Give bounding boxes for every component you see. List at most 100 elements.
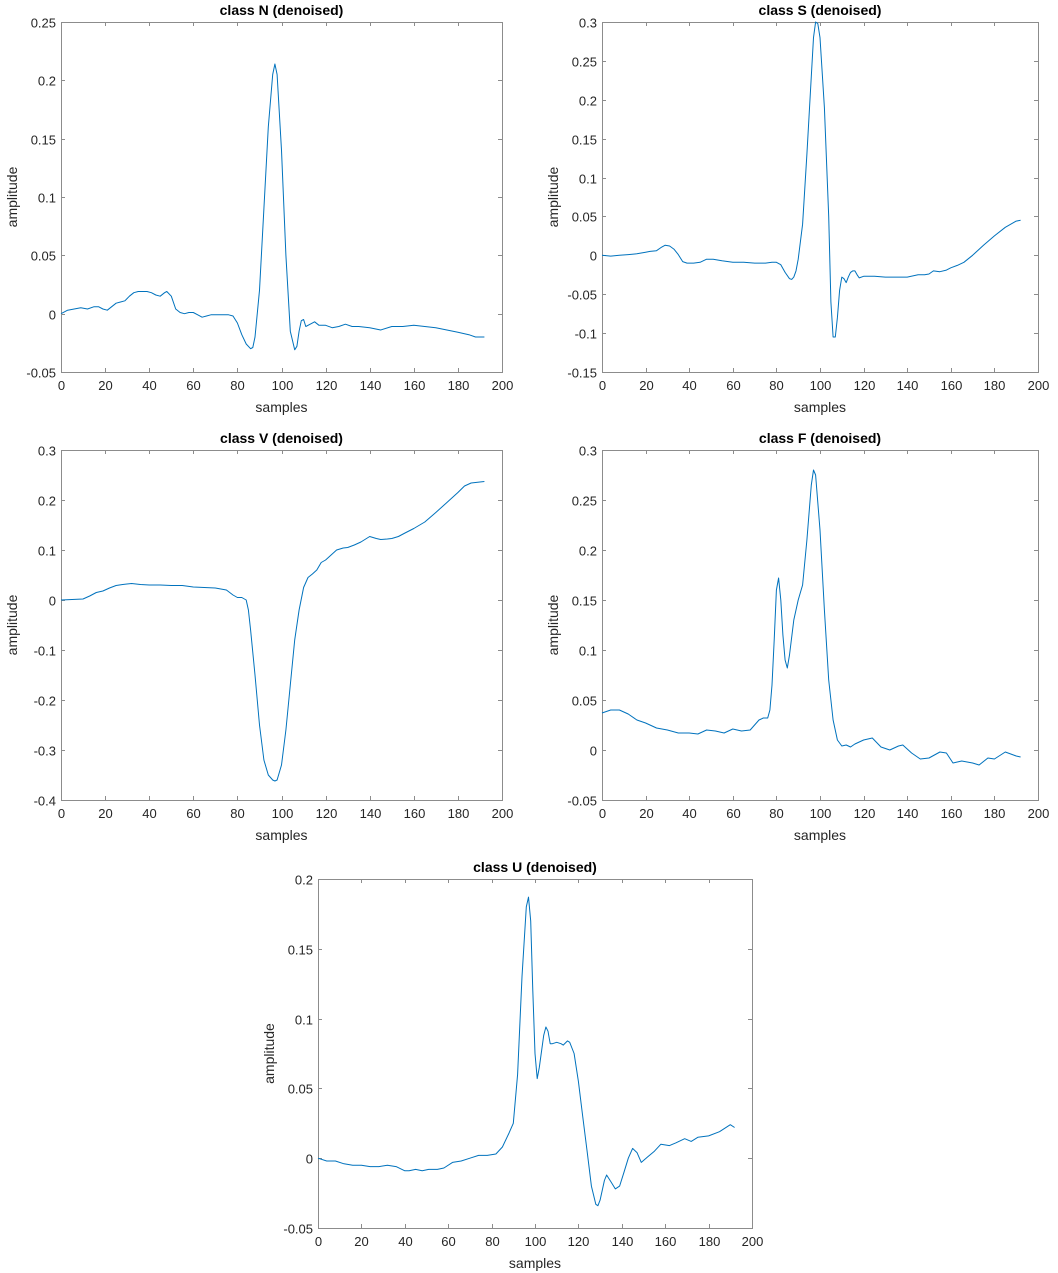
y-tick-label: 0.15 <box>572 594 597 609</box>
x-tick-label: 200 <box>1028 378 1050 393</box>
x-axis-label: samples <box>255 827 307 843</box>
axes-box <box>318 879 753 1229</box>
y-axis-label: amplitude <box>4 594 20 655</box>
y-tick-label: 0.25 <box>572 55 597 70</box>
x-tick-label: 80 <box>230 806 244 821</box>
x-tick-label: 200 <box>492 378 514 393</box>
x-axis-ticks: 0 20 40 60 80 100 120 140 160 180 200 <box>599 450 1049 821</box>
x-tick-label: 160 <box>404 378 426 393</box>
y-tick-label: -0.05 <box>26 366 56 381</box>
y-tick-label: 0.05 <box>31 249 56 264</box>
y-tick-label: 0.2 <box>38 74 56 89</box>
x-tick-label: 180 <box>699 1234 721 1249</box>
x-tick-label: 0 <box>599 806 606 821</box>
x-tick-label: 120 <box>568 1234 590 1249</box>
x-tick-label: 160 <box>655 1234 677 1249</box>
y-axis-label: amplitude <box>545 594 561 655</box>
y-tick-label: 0.1 <box>579 644 597 659</box>
axes-box <box>602 450 1039 801</box>
y-tick-label: -0.3 <box>34 744 56 759</box>
chart-title: class N (denoised) <box>220 2 344 18</box>
x-tick-label: 40 <box>682 806 696 821</box>
axes-box <box>602 22 1039 373</box>
x-tick-label: 160 <box>404 806 426 821</box>
y-tick-label: 0.2 <box>295 873 313 888</box>
x-tick-label: 180 <box>984 378 1006 393</box>
x-tick-label: 80 <box>769 806 783 821</box>
x-axis-label: samples <box>794 399 846 415</box>
y-tick-label: 0.2 <box>38 494 56 509</box>
y-tick-label: 0 <box>49 594 56 609</box>
x-tick-label: 140 <box>612 1234 634 1249</box>
y-tick-label: 0.3 <box>38 444 56 459</box>
x-tick-label: 0 <box>58 806 65 821</box>
x-tick-label: 140 <box>897 806 919 821</box>
x-axis-ticks: 0 20 40 60 80 100 120 140 160 180 200 <box>315 879 763 1249</box>
x-tick-label: 200 <box>1028 806 1050 821</box>
chart-title: class U (denoised) <box>473 859 597 875</box>
x-tick-label: 60 <box>186 806 200 821</box>
chart-title: class V (denoised) <box>220 430 343 446</box>
y-axis-ticks: -0.4 -0.3 -0.2 -0.1 0 0.1 0.2 0.3 <box>34 444 502 809</box>
x-axis-ticks: 0 20 40 60 80 100 120 140 160 180 200 <box>599 22 1049 393</box>
x-tick-label: 120 <box>854 378 876 393</box>
x-axis-label: samples <box>509 1255 561 1271</box>
y-tick-label: -0.05 <box>567 288 597 303</box>
y-axis-label: amplitude <box>4 166 20 227</box>
y-tick-label: 0.1 <box>579 172 597 187</box>
y-tick-label: -0.05 <box>567 794 597 809</box>
axes-box <box>61 22 503 373</box>
x-tick-label: 60 <box>726 806 740 821</box>
x-axis-ticks: 0 20 40 60 80 100 120 140 160 180 200 <box>58 22 513 393</box>
x-tick-label: 60 <box>186 378 200 393</box>
y-tick-label: 0 <box>590 744 597 759</box>
x-tick-label: 80 <box>230 378 244 393</box>
x-tick-label: 80 <box>769 378 783 393</box>
x-tick-label: 180 <box>448 806 470 821</box>
x-tick-label: 120 <box>316 806 338 821</box>
x-tick-label: 0 <box>58 378 65 393</box>
y-tick-label: 0.3 <box>579 444 597 459</box>
x-tick-label: 20 <box>98 806 112 821</box>
y-tick-label: 0.15 <box>288 943 313 958</box>
ecg-trace-line <box>601 21 1021 338</box>
x-tick-label: 60 <box>726 378 740 393</box>
chart-title: class S (denoised) <box>759 2 882 18</box>
x-tick-label: 180 <box>984 806 1006 821</box>
y-tick-label: 0 <box>590 249 597 264</box>
y-tick-label: -0.1 <box>575 327 597 342</box>
x-tick-label: 200 <box>492 806 514 821</box>
x-tick-label: 0 <box>315 1234 322 1249</box>
x-tick-label: 140 <box>360 378 382 393</box>
x-axis-ticks: 0 20 40 60 80 100 120 140 160 180 200 <box>58 450 513 821</box>
x-tick-label: 20 <box>354 1234 368 1249</box>
x-tick-label: 140 <box>897 378 919 393</box>
y-tick-label: 0.2 <box>579 94 597 109</box>
x-tick-label: 40 <box>682 378 696 393</box>
x-tick-label: 120 <box>316 378 338 393</box>
y-tick-label: 0.1 <box>38 191 56 206</box>
ecg-trace-line <box>317 896 735 1207</box>
x-tick-label: 120 <box>854 806 876 821</box>
x-tick-label: 20 <box>639 378 653 393</box>
y-tick-label: 0.1 <box>38 544 56 559</box>
y-tick-label: 0.05 <box>572 694 597 709</box>
chart-title: class F (denoised) <box>759 430 881 446</box>
x-tick-label: 80 <box>485 1234 499 1249</box>
y-tick-label: 0.25 <box>31 16 56 31</box>
axes-box <box>61 450 503 801</box>
y-tick-label: 0.15 <box>31 133 56 148</box>
y-axis-label: amplitude <box>261 1023 277 1084</box>
x-tick-label: 180 <box>448 378 470 393</box>
y-tick-label: -0.1 <box>34 644 56 659</box>
y-tick-label: -0.05 <box>283 1222 313 1237</box>
x-tick-label: 20 <box>639 806 653 821</box>
y-axis-label: amplitude <box>545 166 561 227</box>
x-tick-label: 140 <box>360 806 382 821</box>
y-tick-label: 0.1 <box>295 1013 313 1028</box>
